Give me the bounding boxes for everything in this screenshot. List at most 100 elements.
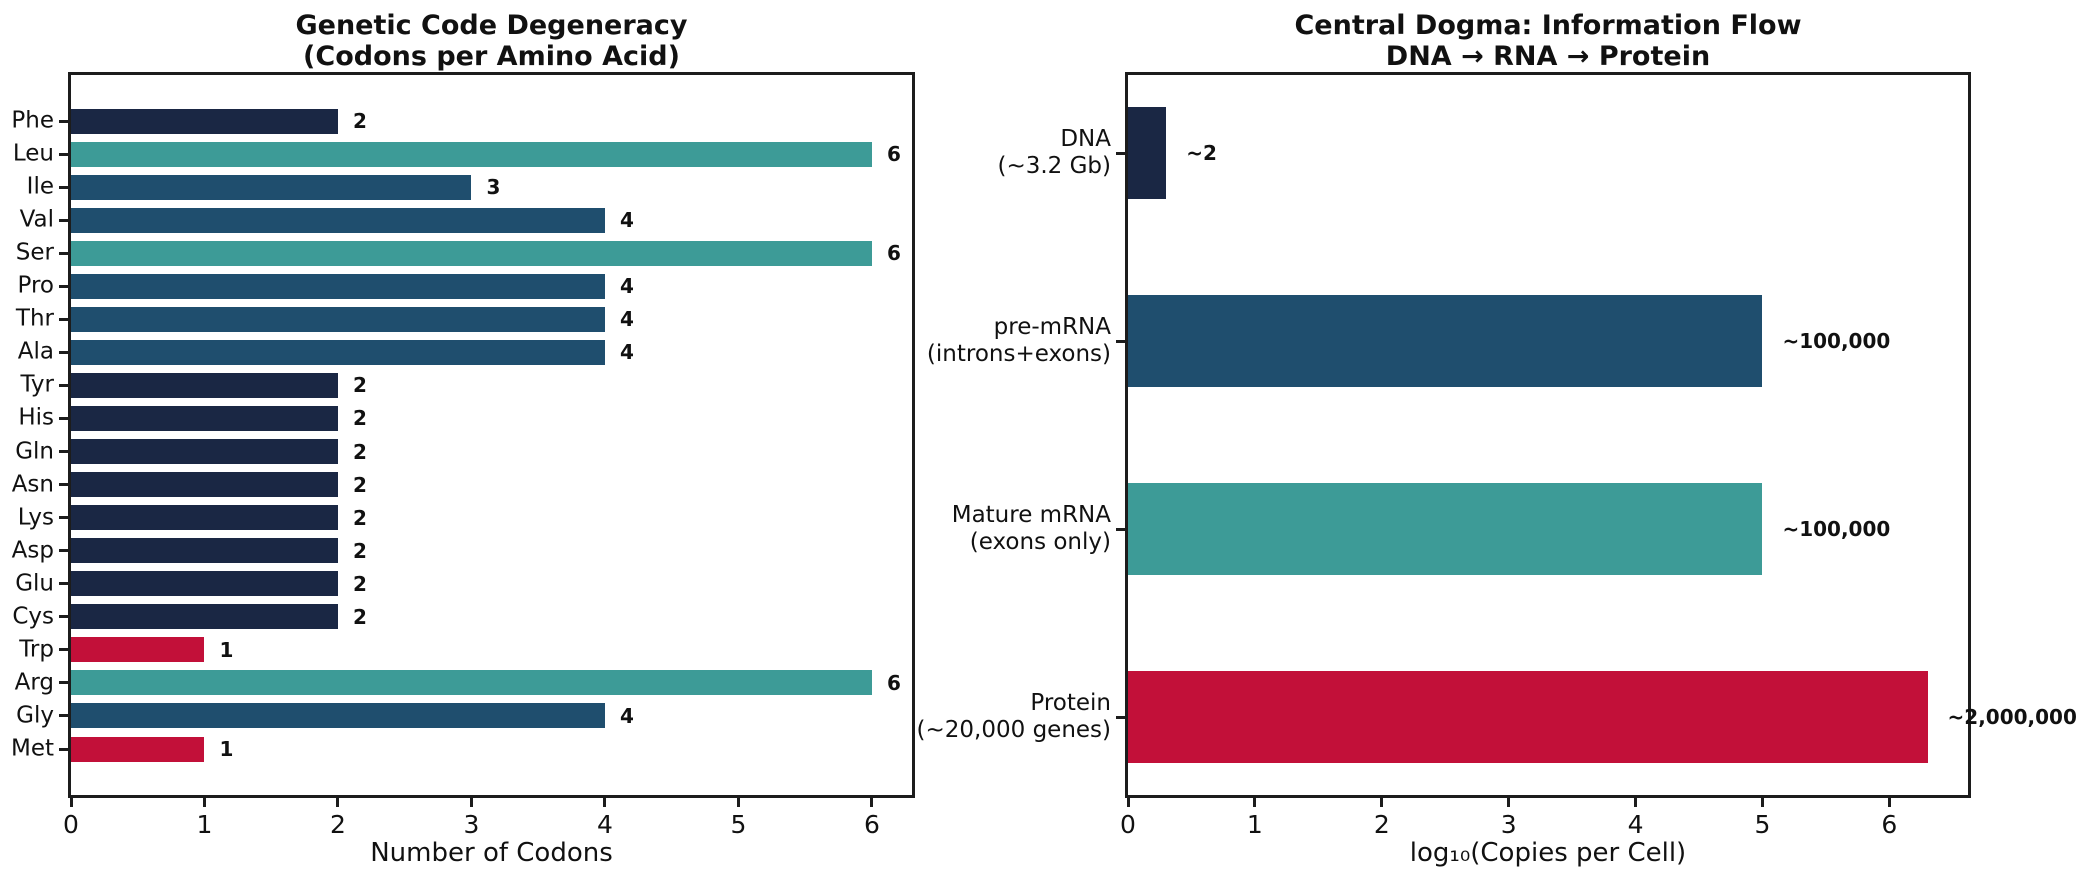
y-tick-label-leu: Leu [12,140,54,167]
y-tick-label-ile: Ile [26,173,54,200]
y-tick-mark [59,549,68,553]
y-tick-mark [1116,527,1125,531]
y-tick-mark [1116,715,1125,719]
x-tick-label: 3 [463,810,480,839]
x-axis-label: log₁₀(Copies per Cell) [1409,838,1687,868]
bar-value-label-pre-mrna: ~100,000 [1782,329,1891,353]
y-tick-label-ala: Ala [17,338,54,365]
x-tick-label: 3 [1500,810,1517,839]
bar-value-label-pro: 4 [619,274,634,299]
bar-tyr [71,372,338,398]
y-tick-label-cys: Cys [12,603,54,630]
bar-value-label-protein: ~2,000,000 [1947,705,2077,729]
y-tick-mark [59,516,68,520]
y-tick-mark [59,350,68,354]
y-tick-mark [59,152,68,156]
bar-value-label-trp: 1 [219,637,234,662]
bar-val [71,207,605,233]
bar-value-label-leu: 6 [886,142,901,167]
y-tick-label-gly: Gly [16,702,54,729]
x-tick-mark [1634,798,1638,807]
x-tick-mark [1126,798,1130,807]
y-tick-mark [59,317,68,321]
y-tick-mark [59,251,68,255]
x-tick-label: 6 [863,810,880,839]
bar-ser [71,240,872,266]
bar-value-label-cys: 2 [352,604,367,629]
y-tick-label-asp: Asp [11,537,54,564]
bar-ala [71,339,605,365]
plot-border [1125,72,1971,798]
bar-dna [1128,107,1167,199]
plot-border [68,72,915,798]
bar-value-label-met: 1 [219,737,234,761]
chart-title: Central Dogma: Information Flow DNA → RN… [1294,10,1802,72]
bar-mature-mrna [1128,483,1763,575]
bar-value-label-glu: 2 [352,571,367,596]
y-tick-mark [59,383,68,387]
x-tick-label: 1 [1246,810,1263,839]
y-tick-label-pro: Pro [17,272,55,299]
bar-glu [71,571,338,597]
y-tick-mark [59,615,68,619]
x-tick-mark [870,798,874,807]
y-tick-mark [59,119,68,123]
bar-pro [71,273,605,299]
bar-value-label-arg: 6 [886,670,901,695]
x-tick-mark [336,798,340,807]
y-tick-mark [59,681,68,685]
bar-value-label-asp: 2 [352,538,367,563]
x-tick-label: 5 [1754,810,1771,839]
x-tick-mark [736,798,740,807]
bar-leu [71,141,872,167]
x-tick-label: 2 [1373,810,1390,839]
bar-value-label-ala: 4 [619,340,634,365]
x-tick-label: 1 [196,810,213,839]
y-tick-label-dna: DNA (~3.2 Gb) [997,126,1111,179]
x-tick-label: 4 [1627,810,1644,839]
y-tick-label-mature-mrna: Mature mRNA (exons only) [951,502,1111,555]
bar-value-label-phe: 2 [352,109,367,133]
y-tick-mark [59,416,68,420]
y-tick-label-tyr: Tyr [20,371,54,398]
bar-trp [71,637,205,663]
bar-value-label-ile: 3 [486,175,501,200]
bar-value-label-asn: 2 [352,472,367,497]
bar-lys [71,505,338,531]
bar-his [71,405,338,431]
bar-gly [71,703,605,729]
bar-value-label-thr: 4 [619,307,634,332]
bar-arg [71,670,872,696]
y-tick-label-pre-mrna: pre-mRNA (introns+exons) [926,314,1111,367]
x-tick-mark [1760,798,1764,807]
y-tick-label-gln: Gln [15,438,54,465]
x-tick-label: 0 [1120,810,1136,839]
bar-value-label-gly: 4 [619,703,634,728]
y-tick-label-thr: Thr [15,305,54,332]
y-tick-label-phe: Phe [11,107,54,134]
bar-value-label-gln: 2 [352,439,367,464]
y-tick-label-his: His [18,404,54,431]
bar-met [71,736,205,762]
bar-protein [1128,671,1928,763]
y-tick-label-glu: Glu [15,570,54,597]
bar-thr [71,306,605,332]
bar-value-label-lys: 2 [352,505,367,530]
bar-phe [71,108,338,134]
y-tick-mark [59,582,68,586]
chart-title: Genetic Code Degeneracy (Codons per Amin… [295,10,688,72]
y-tick-label-trp: Trp [19,636,54,663]
y-tick-label-protein: Protein (~20,000 genes) [916,690,1111,743]
y-tick-mark [1116,339,1125,343]
bar-value-label-ser: 6 [886,241,901,266]
bar-gln [71,439,338,465]
y-tick-label-lys: Lys [17,504,54,531]
bar-value-label-dna: ~2 [1186,141,1217,165]
x-tick-mark [1507,798,1511,807]
x-tick-mark [1253,798,1257,807]
y-tick-label-val: Val [19,206,54,233]
bar-ile [71,174,472,200]
x-tick-mark [69,798,73,807]
